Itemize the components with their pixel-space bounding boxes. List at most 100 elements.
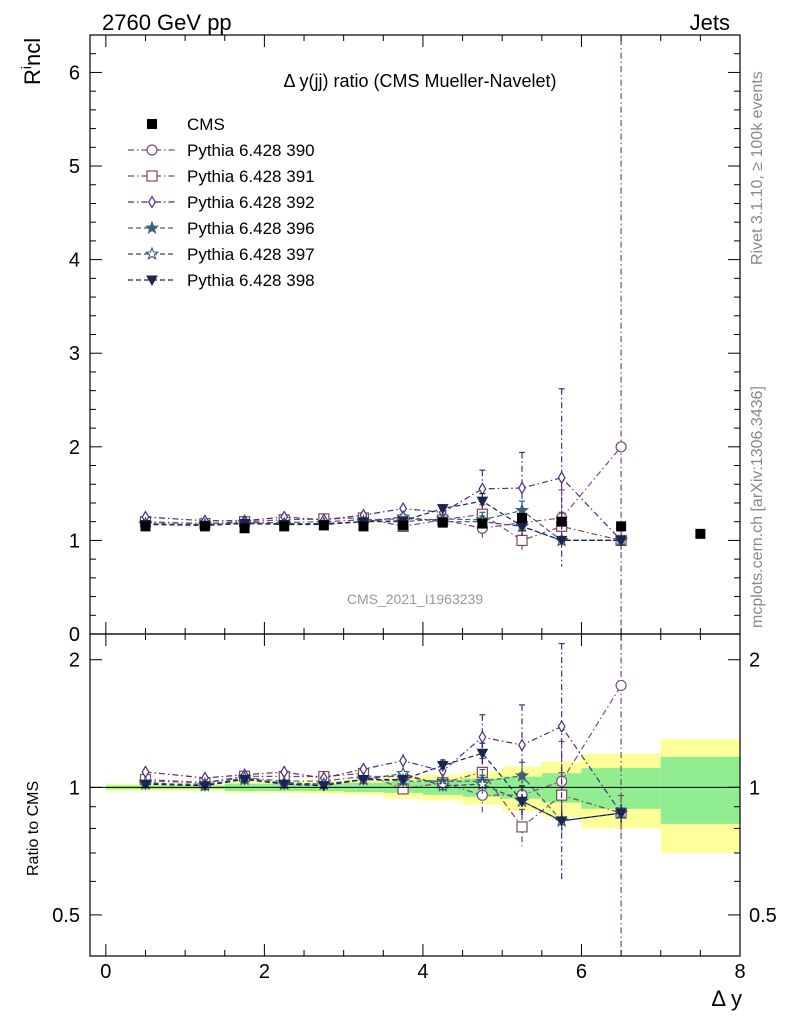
data-point: [615, 808, 627, 820]
data-point: [476, 748, 489, 760]
data-point: [144, 246, 160, 261]
cms-data-point: [239, 523, 250, 534]
data-point: [436, 504, 449, 515]
data-point: [146, 275, 158, 287]
y-tick-label: 2: [69, 437, 80, 459]
data-point: [557, 471, 566, 485]
data-point: [399, 754, 408, 768]
y-tick-labels-ratio: 0.5 1 2 0.5 1 2: [52, 650, 777, 927]
x-tick-label: 8: [734, 961, 745, 983]
y-tick-label: 3: [69, 343, 80, 365]
data-point: [516, 796, 528, 808]
data-point: [615, 441, 627, 453]
main-plot-series: [138, 35, 706, 634]
series-cms-data: [140, 512, 706, 539]
ratio-tick-label-right: 0.5: [749, 905, 777, 927]
data-point: [615, 535, 627, 547]
legend-label: Pythia 6.428 396: [187, 219, 315, 238]
series-line: [145, 725, 622, 814]
data-point: [357, 774, 370, 786]
data-point: [518, 738, 526, 752]
legend-label: Pythia 6.428 390: [187, 141, 315, 160]
cms-data-point: [358, 521, 369, 532]
ratio-frame: [89, 633, 741, 957]
series-ratio: [139, 742, 627, 831]
rivet-label: Rivet 3.1.10, ≥ 100k events: [749, 71, 766, 265]
cms-data-point: [695, 528, 706, 539]
ratio-tick-label-left: 0.5: [52, 905, 80, 927]
series-line: [145, 752, 622, 822]
ratio-tick-label-left: 2: [69, 650, 80, 672]
header-right: Jets: [690, 10, 730, 35]
series-line: [145, 513, 622, 542]
legend-label: CMS: [187, 115, 225, 134]
data-point: [518, 481, 526, 495]
cms-data-point: [477, 518, 488, 529]
band-inner: [660, 756, 740, 824]
series-ratio: [139, 634, 627, 952]
cms-data-point: [140, 521, 151, 532]
data-point: [475, 776, 490, 791]
ratio-tick-label-left: 1: [69, 777, 80, 799]
data-point: [514, 768, 530, 782]
data-point: [436, 760, 449, 772]
data-point: [199, 781, 211, 792]
cms-data-point: [279, 521, 290, 532]
cms-data-point: [318, 520, 329, 531]
mcplots-label: mcplots.cern.ch [arXiv:1306.3436]: [749, 386, 766, 628]
x-axis-title: Δ y: [711, 986, 742, 1011]
data-point: [555, 816, 568, 827]
series-line: [145, 477, 622, 541]
data-point: [144, 220, 160, 235]
data-point: [478, 482, 487, 496]
y-tick-label: 6: [69, 62, 80, 84]
chart-title: Δ y(jj) ratio (CMS Mueller-Navelet): [283, 71, 556, 91]
data-point: [555, 535, 568, 547]
legend-marker-cms: [147, 119, 157, 129]
data-point: [516, 534, 528, 547]
data-point: [278, 779, 291, 791]
x-tick-label: 6: [576, 961, 587, 983]
data-point: [476, 496, 489, 508]
uncertainty-bands: [105, 739, 740, 853]
watermark: CMS_2021_I1963239: [347, 591, 483, 607]
y-tick-label: 1: [69, 530, 80, 552]
legend: CMS Pythia 6.428 390 Pythia 6.428 391 Py…: [128, 115, 315, 290]
data-point: [139, 779, 152, 791]
y-tick-labels-main: 0 1 2 3 4 5 6: [69, 62, 80, 646]
legend-label: Pythia 6.428 397: [187, 245, 315, 264]
cms-data-point: [437, 517, 448, 528]
ratio-plot-series: [138, 634, 629, 952]
x-tick-label: 4: [417, 961, 428, 983]
cms-data-point: [556, 516, 567, 527]
series-main: [141, 388, 626, 567]
y-tick-label: 0: [69, 624, 80, 646]
series-main: [138, 500, 629, 547]
data-point: [317, 781, 330, 792]
data-point: [146, 144, 158, 156]
ratio-tick-label-right: 2: [749, 650, 760, 672]
data-point: [557, 719, 566, 734]
cms-data-point: [517, 512, 528, 523]
x-tick-label: 0: [100, 961, 111, 983]
cms-data-point: [398, 520, 409, 531]
data-point: [615, 679, 627, 692]
y-tick-label: 5: [69, 156, 80, 178]
y-axis-title-ratio: Ratio to CMS: [25, 781, 42, 876]
series-line: [145, 446, 622, 529]
data-point: [435, 778, 450, 792]
y-tick-label: 4: [69, 250, 80, 272]
header-left: 2760 GeV pp: [102, 10, 232, 35]
data-point: [146, 170, 158, 182]
data-point: [397, 775, 409, 786]
axis-ticks: [90, 35, 741, 957]
series-line: [145, 685, 622, 796]
series-line: [145, 500, 622, 542]
legend-label: Pythia 6.428 398: [187, 271, 315, 290]
data-point: [148, 195, 156, 209]
legend-label: Pythia 6.428 391: [187, 167, 315, 186]
series-main: [138, 509, 629, 547]
x-tick-labels: 0 2 4 6 8: [100, 961, 745, 983]
cms-data-point: [616, 521, 627, 532]
